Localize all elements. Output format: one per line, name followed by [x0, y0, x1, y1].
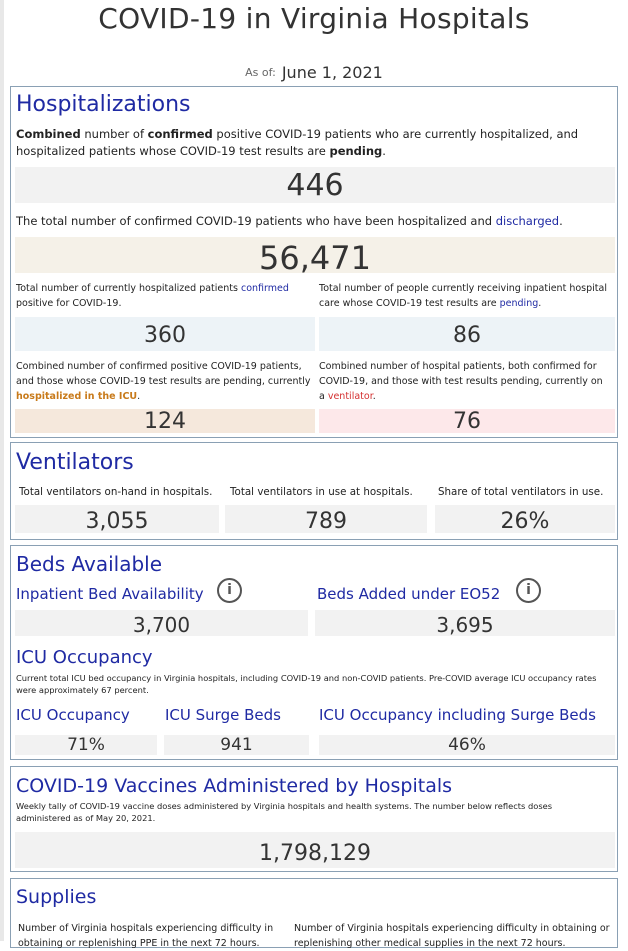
as-of-label: As of:: [245, 66, 276, 79]
vaccines-description: Weekly tally of COVID-19 vaccine doses a…: [16, 801, 553, 823]
beds-card: Beds Available Inpatient Bed Availabilit…: [10, 545, 618, 760]
added-label: Beds Added under EO52: [317, 585, 501, 603]
ppe-description: Number of Virginia hospitals experiencin…: [18, 923, 274, 949]
beds-heading: Beds Available: [16, 552, 163, 576]
ventilator-patients-value: 76: [319, 409, 615, 434]
discharged-description: The total number of confirmed COVID-19 p…: [16, 214, 563, 228]
as-of-date: As of: June 1, 2021: [0, 62, 628, 82]
left-edge-bar: [0, 0, 4, 941]
icu-occupancy-heading: ICU Occupancy: [16, 647, 153, 668]
occupancy-incl-surge-label: ICU Occupancy including Surge Beds: [319, 706, 596, 724]
icu-occupancy-value: 71%: [15, 735, 157, 755]
icu-occupancy-description: Current total ICU bed occupancy in Virgi…: [16, 673, 597, 695]
supplies-card: Supplies Number of Virginia hospitals ex…: [10, 878, 618, 949]
pending-description: Total number of people currently receivi…: [319, 283, 607, 309]
inpatient-label: Inpatient Bed Availability: [16, 585, 204, 603]
on-hand-label: Total ventilators on-hand in hospitals.: [19, 486, 213, 498]
vaccines-value: 1,798,129: [15, 832, 615, 868]
added-info-icon[interactable]: i: [516, 578, 541, 603]
confirmed-value: 360: [15, 317, 315, 351]
page-title: COVID-19 in Virginia Hospitals: [98, 2, 530, 35]
surge-beds-label: ICU Surge Beds: [165, 706, 281, 724]
occupancy-incl-surge-value: 46%: [319, 735, 615, 755]
in-use-value: 789: [225, 505, 427, 534]
ventilators-card: Ventilators Total ventilators on-hand in…: [10, 442, 618, 540]
as-of-value: June 1, 2021: [281, 63, 383, 82]
icu-occupancy-label: ICU Occupancy: [16, 706, 130, 724]
share-label: Share of total ventilators in use.: [438, 486, 604, 498]
icu-value: 124: [15, 409, 315, 434]
discharged-value: 56,471: [15, 237, 615, 277]
combined-value: 446: [15, 167, 615, 203]
ventilators-heading: Ventilators: [16, 450, 134, 475]
pending-value: 86: [319, 317, 615, 351]
other-supplies-description: Number of Virginia hospitals experiencin…: [294, 923, 610, 949]
hospitalizations-card: Hospitalizations Combined number of conf…: [10, 86, 618, 438]
inpatient-value: 3,700: [15, 610, 308, 637]
ventilator-description: Combined number of hospital patients, bo…: [319, 361, 603, 402]
confirmed-description: Total number of currently hospitalized p…: [16, 283, 289, 309]
surge-beds-value: 941: [164, 735, 309, 755]
vaccines-card: COVID-19 Vaccines Administered by Hospit…: [10, 766, 618, 872]
supplies-heading: Supplies: [16, 886, 97, 908]
on-hand-value: 3,055: [15, 505, 219, 534]
vaccines-heading: COVID-19 Vaccines Administered by Hospit…: [16, 775, 453, 797]
icu-description: Combined number of confirmed positive CO…: [16, 361, 311, 402]
share-value: 26%: [435, 505, 615, 534]
combined-description: Combined number of confirmed positive CO…: [16, 127, 579, 158]
inpatient-info-icon[interactable]: i: [217, 578, 242, 603]
hospitalizations-heading: Hospitalizations: [16, 92, 191, 117]
in-use-label: Total ventilators in use at hospitals.: [230, 486, 413, 498]
added-value: 3,695: [315, 610, 615, 637]
